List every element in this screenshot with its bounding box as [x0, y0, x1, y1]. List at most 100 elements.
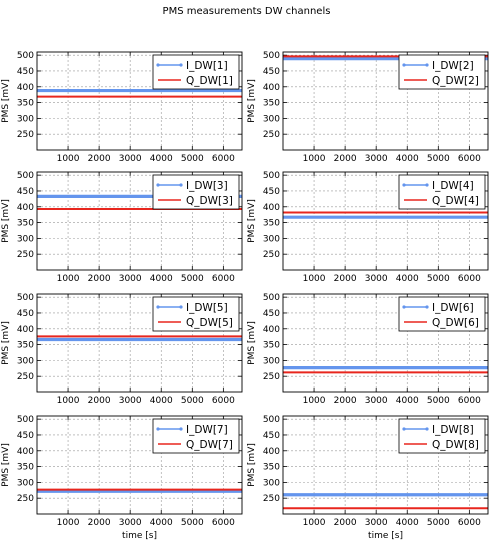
legend-marker	[425, 305, 429, 309]
x-tick-label: 6000	[458, 396, 481, 406]
y-tick-label: 250	[263, 130, 280, 140]
y-tick-label: 450	[17, 309, 34, 319]
y-tick-label: 250	[263, 494, 280, 504]
y-tick-label: 300	[263, 234, 280, 244]
x-tick-label: 5000	[427, 274, 450, 284]
legend-marker	[179, 183, 183, 187]
y-tick-label: 400	[17, 203, 34, 213]
y-tick-label: 250	[17, 250, 34, 260]
x-tick-label: 6000	[212, 518, 235, 528]
legend-label: Q_DW[2]	[432, 75, 479, 87]
x-tick-label: 2000	[334, 274, 357, 284]
subplot-4: 1000 2000 3000 4000 5000 6000 250 300 350 400 450 5…	[247, 171, 489, 284]
legend-marker	[425, 427, 429, 431]
y-tick-label: 300	[17, 114, 34, 124]
y-tick-label: 400	[263, 325, 280, 335]
subplot-3: 1000 2000 3000 4000 5000 6000 250 300 350 400 450 5…	[1, 171, 243, 284]
legend-box	[398, 296, 486, 332]
legend-marker	[402, 63, 406, 67]
y-tick-label: 300	[17, 356, 34, 366]
y-axis-label: PMS [mV]	[1, 443, 11, 487]
x-tick-label: 1000	[303, 154, 326, 164]
legend-label: Q_DW[1]	[186, 75, 233, 87]
legend-label: Q_DW[5]	[186, 317, 233, 329]
subplot-8: 1000 2000 3000 4000 5000 6000 250 300 350 400 450 5…	[247, 415, 489, 541]
y-tick-label: 300	[263, 478, 280, 488]
x-tick-label: 1000	[303, 396, 326, 406]
legend-label: Q_DW[8]	[432, 439, 479, 451]
y-tick-label: 500	[17, 171, 34, 181]
x-tick-label: 4000	[396, 518, 419, 528]
y-tick-label: 500	[263, 51, 280, 61]
x-tick-label: 5000	[181, 154, 204, 164]
legend-label: I_DW[8]	[432, 424, 474, 436]
legend-marker	[156, 427, 160, 431]
y-tick-label: 350	[263, 219, 280, 229]
x-tick-label: 6000	[212, 154, 235, 164]
y-tick-label: 450	[263, 431, 280, 441]
figure-title: PMS measurements DW channels	[162, 6, 331, 17]
x-tick-label: 6000	[212, 274, 235, 284]
y-tick-label: 500	[17, 51, 34, 61]
x-tick-label: 2000	[334, 396, 357, 406]
y-tick-label: 300	[17, 234, 34, 244]
y-tick-label: 350	[17, 463, 34, 473]
x-tick-label: 5000	[181, 396, 204, 406]
legend-box	[398, 418, 486, 454]
legend-marker	[402, 427, 406, 431]
y-axis-label: PMS [mV]	[247, 199, 257, 243]
legend-marker	[425, 63, 429, 67]
subplot-5: 1000 2000 3000 4000 5000 6000 250 300 350 400 450 5…	[1, 293, 243, 406]
legend-box	[152, 296, 240, 332]
x-axis-label: time [s]	[368, 531, 403, 541]
y-tick-label: 350	[17, 219, 34, 229]
y-axis-label: PMS [mV]	[247, 79, 257, 123]
plot-frame	[282, 293, 489, 393]
subplot-2: 1000 2000 3000 4000 5000 6000 250 300 350 400 450 5…	[247, 51, 489, 164]
x-tick-label: 6000	[458, 518, 481, 528]
legend-label: I_DW[4]	[432, 180, 474, 192]
y-tick-label: 400	[263, 447, 280, 457]
y-tick-label: 300	[263, 356, 280, 366]
y-tick-label: 450	[263, 187, 280, 197]
x-tick-label: 3000	[119, 396, 142, 406]
x-tick-label: 4000	[150, 396, 173, 406]
legend-label: Q_DW[7]	[186, 439, 233, 451]
y-tick-label: 250	[263, 250, 280, 260]
x-tick-label: 3000	[119, 518, 142, 528]
y-tick-label: 500	[263, 171, 280, 181]
x-tick-label: 4000	[150, 154, 173, 164]
x-tick-label: 1000	[57, 154, 80, 164]
subplot-7: 1000 2000 3000 4000 5000 6000 250 300 350 400 450 5…	[1, 415, 243, 541]
x-tick-label: 1000	[303, 274, 326, 284]
y-axis-label: PMS [mV]	[1, 199, 11, 243]
x-tick-label: 1000	[57, 518, 80, 528]
y-tick-label: 400	[17, 83, 34, 93]
legend-box	[152, 54, 240, 90]
subplot-6: 1000 2000 3000 4000 5000 6000 250 300 350 400 450 5…	[247, 293, 489, 406]
x-tick-label: 1000	[303, 518, 326, 528]
legend-label: I_DW[1]	[186, 60, 228, 72]
y-tick-label: 450	[17, 67, 34, 77]
x-tick-label: 5000	[427, 518, 450, 528]
legend-marker	[402, 183, 406, 187]
plot-frame	[36, 51, 243, 151]
plot-frame	[36, 293, 243, 393]
y-axis-label: PMS [mV]	[1, 321, 11, 365]
y-tick-label: 250	[17, 494, 34, 504]
plot-frame	[282, 51, 489, 151]
y-tick-label: 250	[263, 372, 280, 382]
x-tick-label: 3000	[365, 154, 388, 164]
y-tick-label: 300	[17, 478, 34, 488]
x-tick-label: 4000	[396, 396, 419, 406]
y-tick-label: 350	[263, 463, 280, 473]
y-tick-label: 250	[17, 372, 34, 382]
legend-label: Q_DW[3]	[186, 195, 233, 207]
x-tick-label: 3000	[365, 396, 388, 406]
legend-marker	[156, 63, 160, 67]
legend-box	[398, 174, 486, 210]
legend-box	[152, 418, 240, 454]
x-tick-label: 2000	[88, 274, 111, 284]
x-tick-label: 5000	[427, 154, 450, 164]
